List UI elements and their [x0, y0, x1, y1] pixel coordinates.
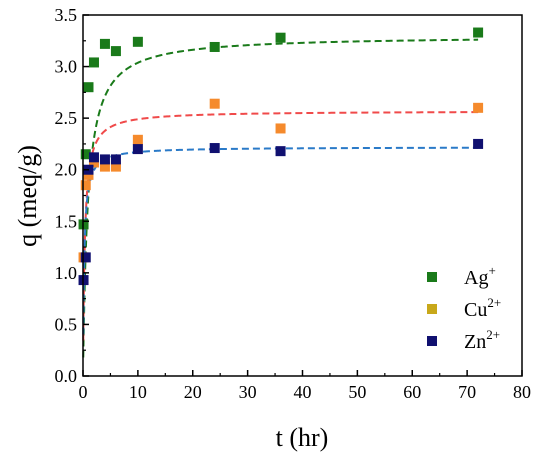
data-point-ag: [209, 41, 220, 52]
data-point-cu: [99, 161, 110, 172]
legend: Ag+ Cu2+ Zn2+: [427, 263, 501, 353]
fit-line-ag: [82, 38, 479, 358]
y-tick-label: 0.5: [55, 314, 78, 334]
x-tick-label: 60: [403, 382, 421, 402]
legend-label-zn: Zn2+: [464, 327, 500, 353]
data-point-cu: [132, 134, 143, 145]
ticks: 0 10 20 30 40 50 60 70 80 0.0 0.5 1.0 1.5 2.0 2.5 3.0 3.…: [55, 5, 532, 402]
y-axis-title: q (meq/g): [13, 145, 42, 247]
y-tick-label: 3.5: [55, 5, 78, 25]
legend-marker-ag: [427, 272, 437, 282]
data-point-zn: [132, 144, 143, 155]
data-point-cu: [83, 169, 94, 180]
legend-label-ag: Ag+: [464, 263, 496, 289]
legend-marker-zn: [427, 336, 437, 346]
data-point-zn: [209, 143, 220, 154]
data-point-ag: [99, 38, 110, 49]
y-tick-label: 2.0: [55, 160, 78, 180]
x-tick-label: 20: [184, 382, 202, 402]
data-point-ag: [88, 57, 99, 68]
data-point-cu: [209, 98, 220, 109]
data-point-ag: [132, 36, 143, 47]
x-tick-label: 30: [239, 382, 257, 402]
y-tick-label: 3.0: [55, 57, 78, 77]
x-tick-label: 70: [458, 382, 476, 402]
legend-label-cu: Cu2+: [464, 295, 501, 321]
data-point-ag: [473, 27, 484, 38]
data-point-zn: [88, 152, 99, 163]
data-point-zn: [80, 252, 91, 263]
fit-curves: [82, 38, 479, 358]
x-tick-label: 80: [513, 382, 531, 402]
data-point-ag: [80, 149, 91, 160]
plot-frame: [82, 14, 523, 377]
data-point-cu: [275, 123, 286, 134]
data-markers: [78, 27, 484, 286]
x-tick-label: 0: [79, 382, 88, 402]
y-tick-label: 1.5: [55, 211, 78, 231]
fit-line-zn: [82, 146, 479, 335]
legend-marker-cu: [427, 304, 437, 314]
y-tick-label: 0.0: [55, 366, 78, 386]
data-point-zn: [99, 154, 110, 165]
data-point-ag: [83, 82, 94, 93]
data-point-cu: [80, 180, 91, 191]
x-tick-label: 40: [294, 382, 312, 402]
data-point-ag: [110, 46, 121, 57]
data-point-zn: [110, 154, 121, 165]
data-point-zn: [275, 146, 286, 157]
data-point-ag: [275, 32, 286, 43]
data-point-cu: [88, 157, 99, 168]
axes: [82, 14, 523, 377]
data-point-cu: [473, 102, 484, 113]
x-tick-label: 10: [129, 382, 147, 402]
y-tick-label: 2.5: [55, 108, 78, 128]
x-tick-label: 50: [348, 382, 366, 402]
y-tick-label: 1.0: [55, 263, 78, 283]
data-point-cu: [110, 161, 121, 172]
data-point-zn: [473, 138, 484, 149]
x-axis-title: t (hr): [276, 423, 329, 452]
